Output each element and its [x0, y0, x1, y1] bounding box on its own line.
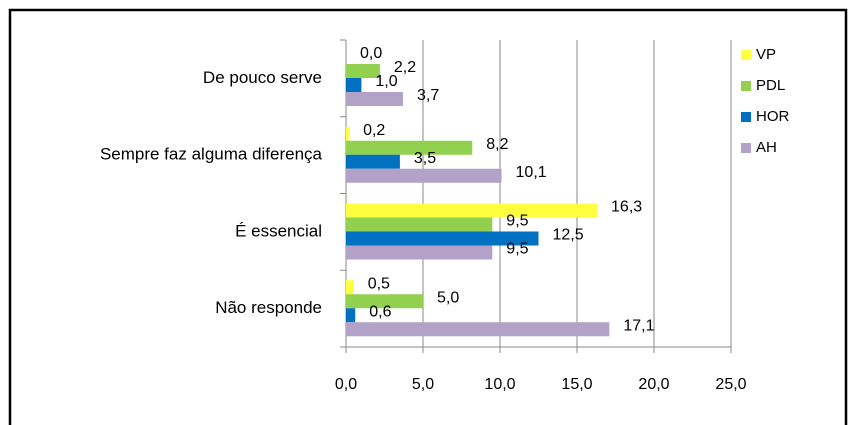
legend-label: HOR	[756, 108, 790, 125]
bar	[346, 64, 380, 78]
legend-swatch	[741, 112, 751, 122]
value-label: 5,0	[437, 289, 459, 306]
value-label: 1,0	[375, 73, 397, 90]
bar	[346, 154, 400, 169]
bar	[346, 140, 473, 155]
y-tick-label: De pouco serve	[203, 68, 322, 87]
bar	[346, 92, 403, 106]
legend-label: VP	[756, 46, 776, 63]
value-label: 0,0	[360, 45, 382, 62]
y-tick-label: Sempre faz alguma diferença	[100, 145, 323, 164]
value-label: 2,2	[394, 59, 416, 76]
y-tick-label: É essencial	[235, 221, 322, 240]
legend-swatch	[741, 50, 751, 60]
x-tick-label: 15,0	[561, 376, 592, 393]
x-tick-label: 20,0	[638, 376, 669, 393]
value-label: 17,1	[623, 317, 654, 334]
bar	[346, 231, 539, 246]
bar	[346, 217, 493, 232]
bar	[346, 168, 502, 183]
value-label: 9,5	[506, 241, 528, 258]
y-tick-label: Não responde	[215, 298, 322, 317]
value-label: 0,2	[363, 122, 385, 139]
value-label: 9,5	[506, 213, 528, 230]
value-label: 3,5	[414, 150, 436, 167]
value-label: 0,6	[369, 303, 391, 320]
legend-swatch	[741, 81, 751, 91]
value-label: 0,5	[368, 275, 390, 292]
x-tick-label: 25,0	[715, 376, 746, 393]
x-tick-label: 5,0	[412, 376, 434, 393]
legend-label: PDL	[756, 77, 785, 94]
bar	[346, 245, 493, 260]
value-label: 3,7	[417, 87, 439, 104]
bar	[346, 203, 598, 218]
bar	[346, 78, 362, 92]
value-label: 8,2	[486, 136, 508, 153]
x-tick-label: 10,0	[484, 376, 515, 393]
bar	[346, 322, 610, 337]
legend-swatch	[741, 143, 751, 153]
value-label: 12,5	[553, 227, 584, 244]
bar	[346, 126, 350, 141]
x-tick-label: 0,0	[335, 376, 357, 393]
legend-label: AH	[756, 139, 777, 156]
bar	[346, 280, 354, 295]
value-label: 16,3	[611, 199, 642, 216]
bar	[346, 308, 356, 323]
value-label: 10,1	[516, 164, 547, 181]
bar	[346, 294, 423, 309]
